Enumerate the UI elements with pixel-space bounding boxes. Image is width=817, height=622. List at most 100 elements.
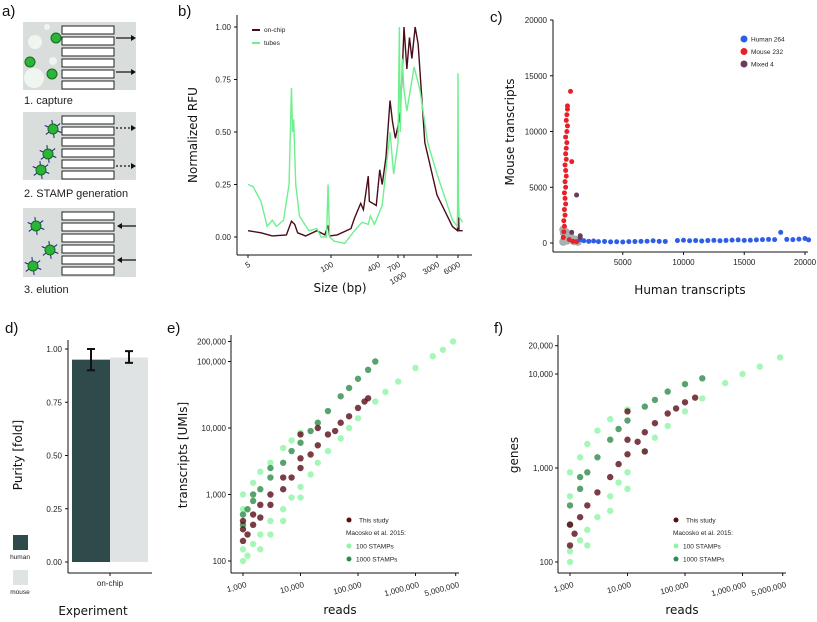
- f-point: [756, 363, 764, 370]
- arrow-left-icon: [117, 223, 122, 229]
- f-point: [606, 493, 614, 500]
- step-stamp-generation: 2. STAMP generation: [24, 188, 128, 200]
- b-x-tick-label: 3000: [421, 260, 441, 277]
- c-legend-swatch: [740, 35, 748, 43]
- c-point: [563, 173, 569, 179]
- step-elution: 3. elution: [24, 284, 69, 296]
- c-point: [735, 237, 741, 243]
- f-point: [624, 485, 631, 493]
- e-point: [249, 511, 257, 518]
- f-point: [606, 473, 614, 481]
- e-point: [372, 398, 379, 405]
- c-y-tick-label: 10000: [525, 128, 548, 137]
- c-point: [790, 237, 796, 243]
- c-x-tick-label: 5000: [614, 258, 632, 267]
- e-xlabel: reads: [323, 603, 356, 617]
- e-point: [297, 494, 304, 501]
- e-point: [279, 517, 287, 525]
- f-point: [571, 530, 578, 537]
- c-point: [562, 179, 568, 185]
- f-point: [584, 526, 591, 534]
- e-legend-swatch: [346, 517, 352, 523]
- c-point: [569, 229, 575, 235]
- cell: [24, 56, 36, 68]
- e-point: [257, 501, 264, 509]
- cell: [27, 260, 39, 272]
- microwell-channel: [61, 222, 115, 232]
- e-point: [244, 531, 251, 538]
- e-point: [249, 540, 257, 548]
- b-x-tick-label: 400: [366, 260, 383, 275]
- e-point: [239, 491, 247, 498]
- c-point: [638, 238, 644, 244]
- c-point: [693, 238, 699, 244]
- c-point: [699, 238, 705, 244]
- f-y-tick-label: 100: [540, 558, 554, 567]
- f-point: [566, 493, 574, 500]
- d-y-tick-label: 0.25: [46, 505, 62, 514]
- e-point: [239, 537, 247, 545]
- bead: [49, 57, 57, 65]
- arrow-left-icon: [117, 257, 122, 263]
- e-x-tick-label: 100,000: [332, 580, 363, 596]
- c-point: [806, 237, 812, 243]
- c-point: [563, 134, 569, 140]
- f-point: [576, 513, 584, 521]
- c-point: [563, 151, 569, 157]
- e-point: [324, 407, 332, 415]
- e-point: [307, 427, 314, 435]
- f-point: [641, 429, 649, 436]
- microwell-channel: [61, 170, 115, 180]
- e-point: [279, 444, 287, 452]
- microwell-channel: [61, 233, 115, 243]
- c-point: [581, 238, 587, 244]
- cell: [46, 68, 58, 80]
- c-point: [747, 237, 753, 243]
- c-point: [620, 239, 626, 245]
- f-legend-label: 1000 STAMPs: [683, 557, 725, 564]
- f-point: [615, 460, 622, 468]
- bead: [28, 35, 42, 49]
- c-point: [563, 145, 569, 151]
- c-point: [608, 239, 614, 245]
- f-point: [776, 354, 784, 361]
- c-point: [723, 237, 729, 243]
- panel-label-e: e): [167, 320, 180, 337]
- d-y-tick-label: 0.00: [46, 558, 62, 567]
- f-point: [634, 438, 641, 445]
- e-y-tick-label: 10,000: [202, 424, 227, 433]
- f-point: [584, 502, 591, 509]
- bead: [44, 24, 50, 30]
- c-point: [650, 238, 656, 244]
- e-point: [345, 413, 353, 420]
- c-point: [766, 236, 772, 242]
- e-point: [249, 497, 257, 505]
- c-point: [656, 238, 662, 244]
- e-point: [307, 471, 314, 478]
- cell: [30, 220, 42, 232]
- f-point: [594, 489, 601, 496]
- f-point: [566, 558, 574, 566]
- c-point: [753, 237, 759, 243]
- arrow-right-icon: [131, 163, 136, 169]
- c-point: [784, 236, 790, 242]
- f-point: [576, 485, 584, 493]
- e-point: [337, 419, 344, 426]
- b-y-tick-label: 0.25: [215, 181, 231, 190]
- e-point: [394, 378, 402, 385]
- c-point: [564, 140, 570, 146]
- microwell-channel: [61, 211, 115, 221]
- f-point: [584, 542, 591, 549]
- c-legend-label: Human 264: [751, 37, 785, 44]
- f-point: [576, 454, 584, 461]
- e-point: [239, 557, 247, 565]
- c-point: [577, 234, 583, 240]
- f-point: [594, 427, 601, 434]
- e-point: [279, 486, 287, 493]
- e-legend-label: 100 STAMPs: [356, 544, 395, 551]
- c-point: [561, 223, 567, 229]
- arrow-right-icon: [131, 35, 136, 41]
- b-y-tick-label: 1.00: [215, 23, 231, 32]
- c-point: [729, 237, 735, 243]
